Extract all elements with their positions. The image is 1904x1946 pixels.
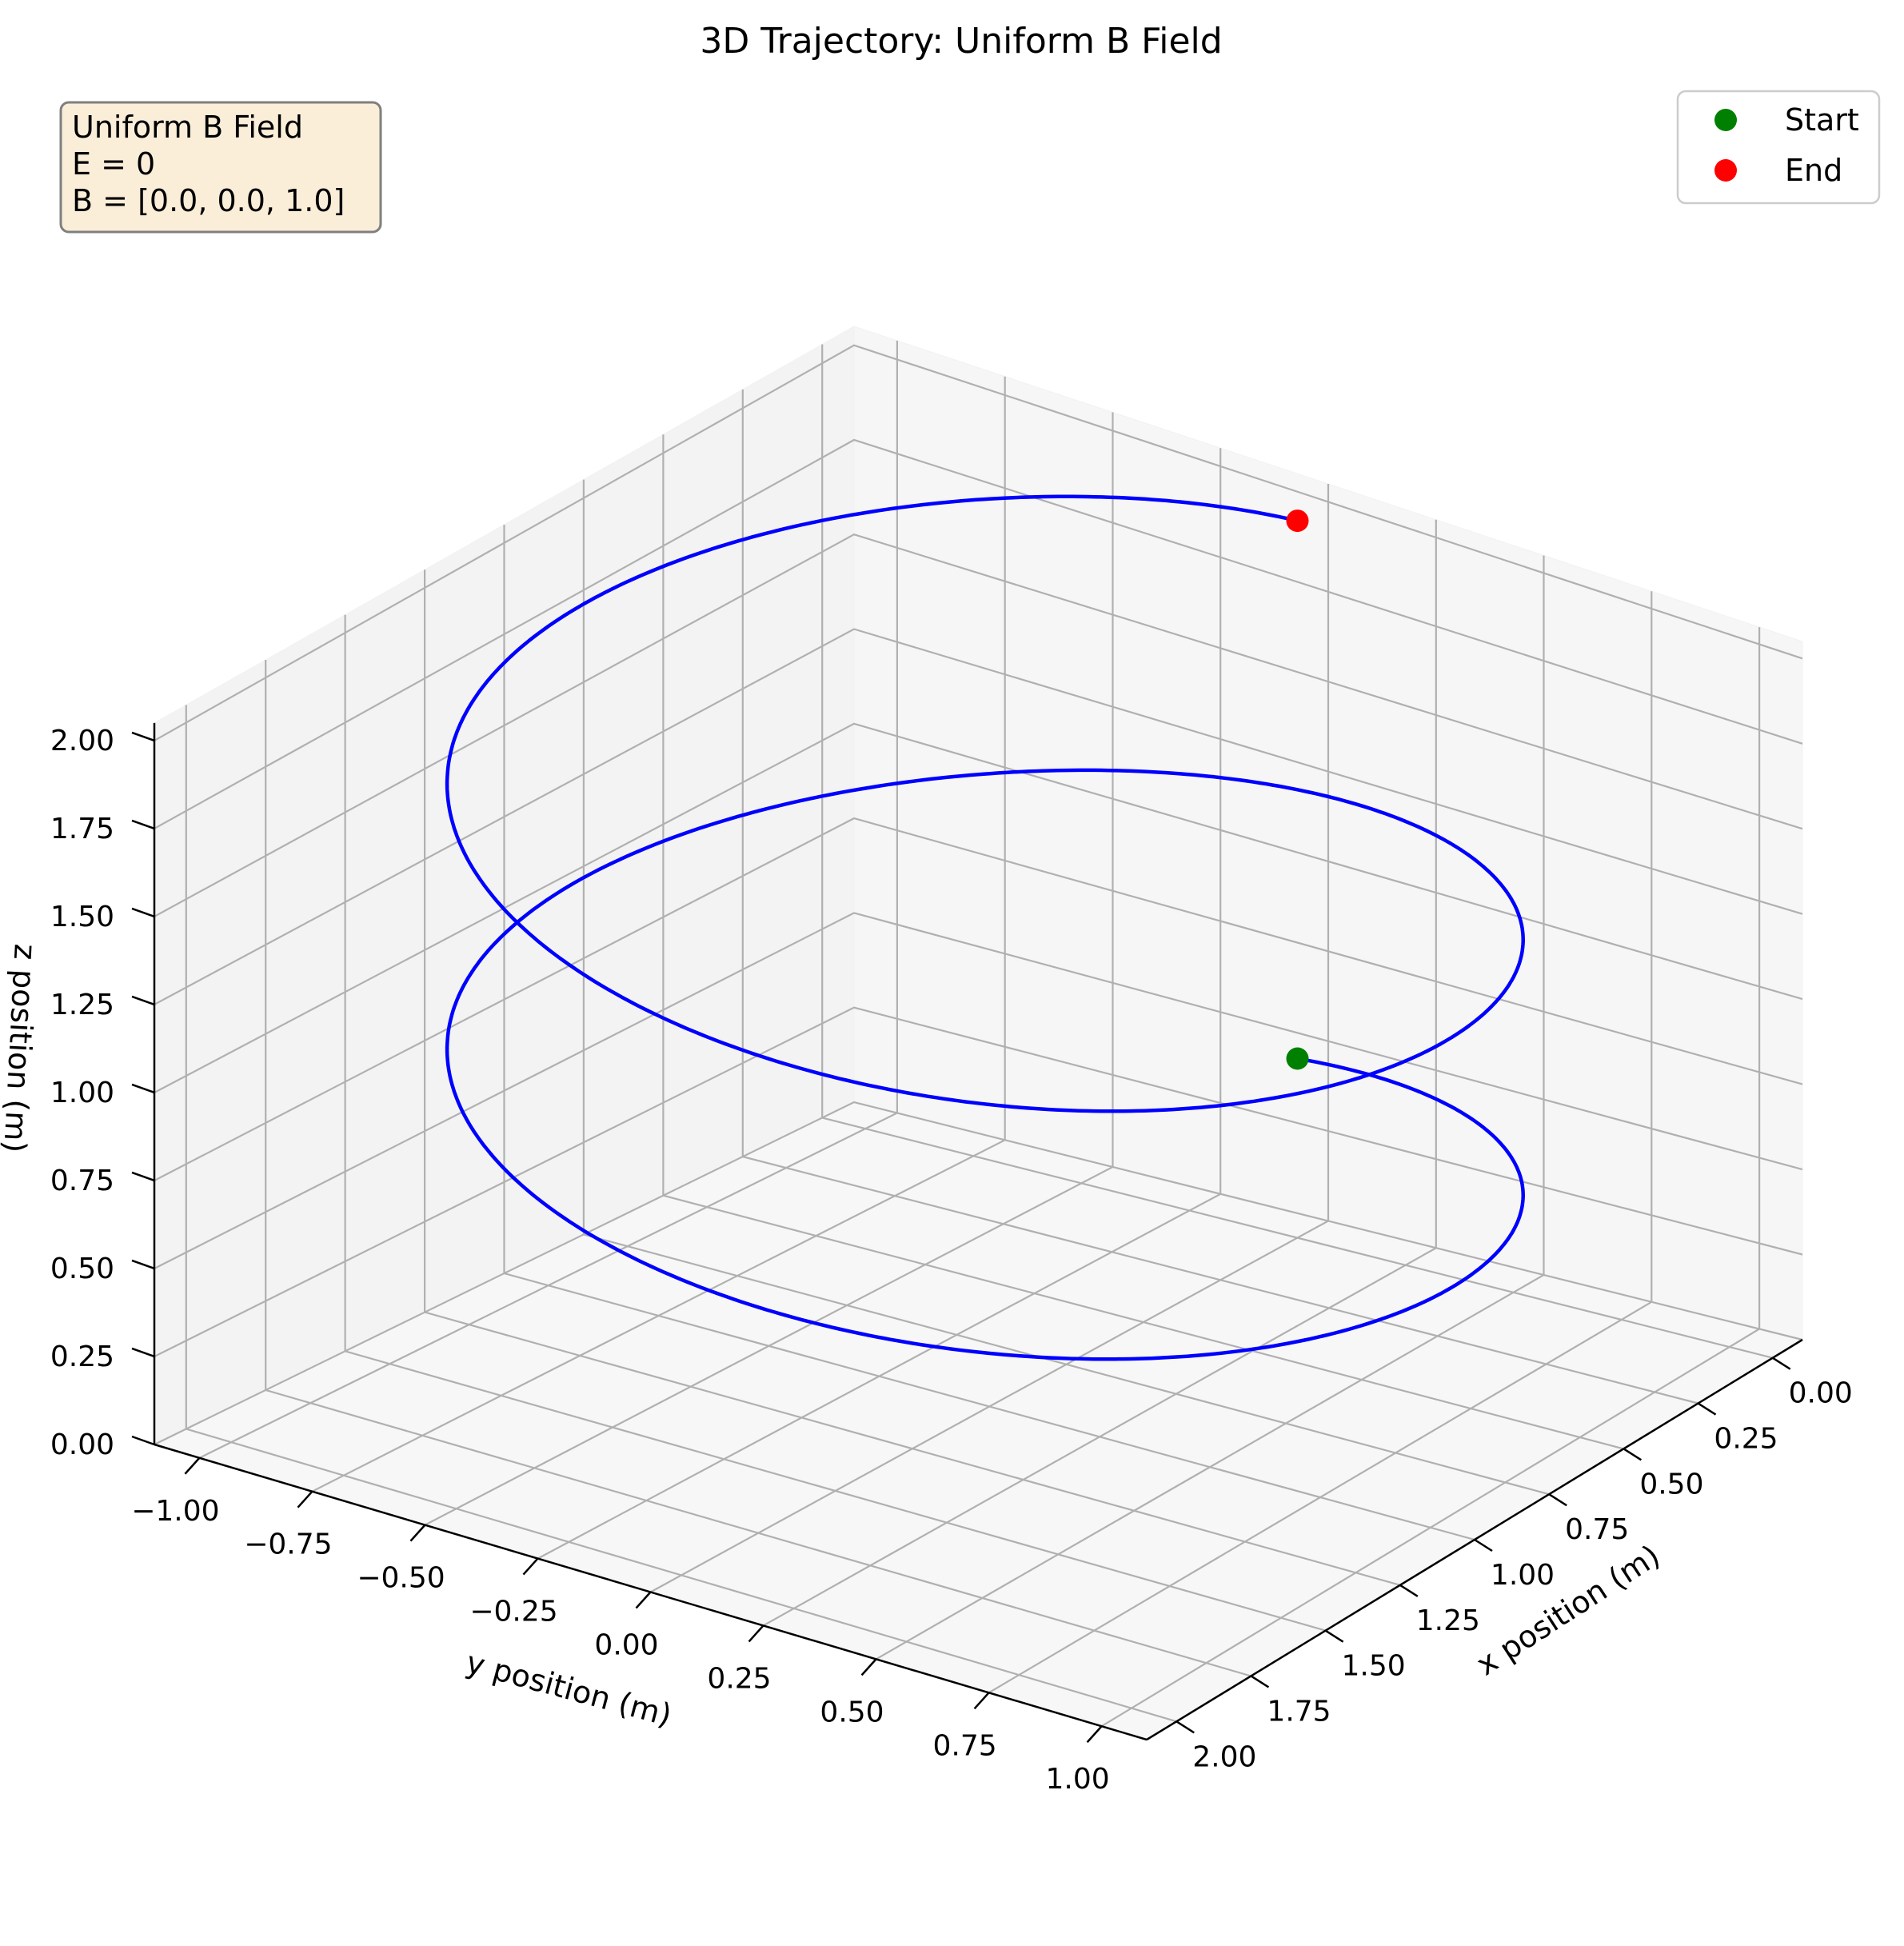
z-tick: [131, 1083, 155, 1094]
y-tick: [635, 1591, 652, 1609]
trajectory-series: [445, 494, 1525, 1361]
y-tick: [522, 1557, 539, 1576]
x-tick: [1399, 1584, 1419, 1597]
z-tick: [131, 1435, 155, 1446]
axis-panes: [153, 326, 1804, 1740]
y-tick: [860, 1658, 877, 1676]
x-tick-label: 1.75: [1267, 1696, 1331, 1728]
y-tick: [297, 1490, 313, 1508]
y-tick: [1086, 1725, 1103, 1744]
x-tick-label: 0.25: [1714, 1423, 1778, 1456]
tick-labels: 0.00 0.25 0.50 0.75 1.00 1.25 1.50 1.75 2.00 −1.0…: [50, 725, 1853, 1796]
axis-lines: [131, 722, 1803, 1744]
z-tick-label: 1.25: [50, 989, 114, 1021]
field-info-line: B = [0.0, 0.0, 1.0]: [72, 183, 345, 218]
y-tick: [184, 1457, 201, 1475]
z-tick-label: 1.75: [50, 813, 114, 845]
field-info-box: Uniform B Field E = 0 B = [0.0, 0.0, 1.0…: [59, 101, 382, 234]
trajectory-markers: [1286, 509, 1309, 1070]
y-tick-label: 0.00: [594, 1629, 658, 1662]
x-tick-label: 2.00: [1192, 1740, 1256, 1773]
end-marker: [1286, 509, 1309, 533]
x-tick-label: 1.50: [1342, 1650, 1406, 1683]
z-tick-label: 0.25: [50, 1341, 114, 1373]
legend-start-label: Start: [1785, 102, 1859, 138]
y-tick-label: 0.25: [707, 1662, 771, 1695]
x-tick: [1697, 1402, 1717, 1416]
y-tick: [748, 1624, 764, 1643]
chart-title: 3D Trajectory: Uniform B Field: [700, 21, 1222, 62]
grid-line-z: [154, 344, 1803, 741]
z-tick-label: 0.00: [50, 1429, 114, 1461]
z-tick-label: 0.75: [50, 1165, 114, 1197]
legend-end-marker: [1714, 159, 1737, 182]
z-tick: [131, 1171, 155, 1182]
y-tick-label: −0.75: [244, 1528, 332, 1561]
grid-line-z: [154, 722, 1803, 1093]
x-tick-label: 0.75: [1565, 1513, 1629, 1546]
x-tick: [1176, 1720, 1195, 1734]
z-tick: [131, 731, 155, 742]
z-tick: [131, 1259, 155, 1270]
z-tick-label: 0.50: [50, 1253, 114, 1285]
y-tick-label: −0.25: [469, 1596, 557, 1628]
field-info-line: Uniform B Field: [72, 110, 303, 145]
grid-line-z: [154, 628, 1803, 1005]
start-marker: [1286, 1047, 1309, 1070]
y-tick-label: 0.50: [820, 1696, 884, 1728]
y-tick-label: 1.00: [1046, 1763, 1110, 1796]
z-tick: [131, 819, 155, 830]
grid-line-z: [154, 438, 1803, 829]
z-tick: [131, 995, 155, 1006]
y-tick: [973, 1692, 990, 1710]
y-tick-label: 0.75: [933, 1729, 997, 1762]
legend: Start End: [1676, 90, 1881, 205]
grid-line-z: [154, 817, 1803, 1181]
x-tick: [1324, 1629, 1344, 1643]
legend-end-label: End: [1785, 153, 1842, 188]
z-axis-label: z position (m): [0, 943, 43, 1153]
x-tick-label: 0.00: [1789, 1377, 1853, 1410]
z-tick-label: 2.00: [50, 725, 114, 757]
x-tick: [1623, 1448, 1643, 1461]
z-tick-label: 1.50: [50, 901, 114, 933]
trajectory-line: [445, 494, 1525, 1361]
field-info-box-frame: [59, 101, 382, 234]
x-tick-label: 1.00: [1491, 1559, 1555, 1592]
x-tick-label: 1.25: [1416, 1604, 1480, 1637]
grid-lines: [154, 340, 1803, 1728]
y-tick-label: −0.50: [357, 1562, 445, 1595]
z-tick: [131, 907, 155, 918]
z-tick-label: 1.00: [50, 1077, 114, 1109]
x-tick: [1474, 1538, 1493, 1552]
x-tick: [1772, 1357, 1791, 1370]
x-tick: [1548, 1493, 1567, 1507]
field-info-line: E = 0: [72, 146, 155, 182]
x-tick-label: 0.50: [1639, 1468, 1703, 1500]
grid-line-z: [154, 912, 1803, 1269]
grid-line-z: [154, 533, 1803, 917]
z-tick: [131, 1347, 155, 1358]
x-tick: [1250, 1675, 1270, 1688]
legend-start-marker: [1714, 109, 1737, 131]
y-tick-label: −1.00: [131, 1495, 219, 1528]
grid-line-z: [154, 1006, 1803, 1357]
y-tick: [409, 1524, 426, 1542]
